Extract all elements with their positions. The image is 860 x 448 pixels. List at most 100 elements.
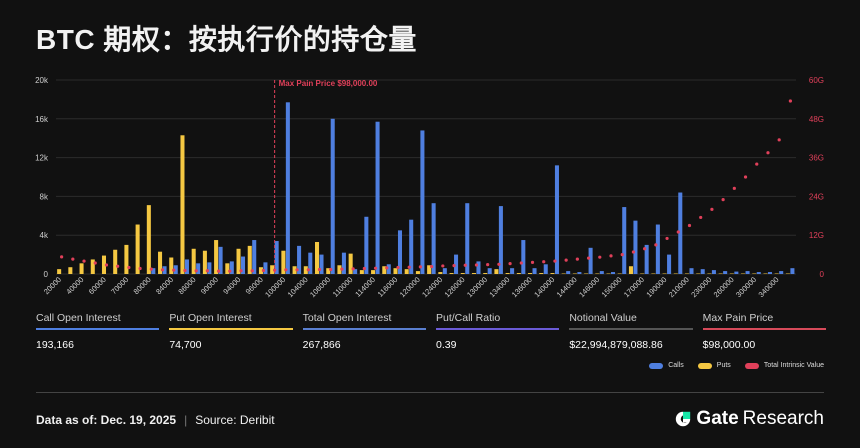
stat-label: Call Open Interest [36,312,160,330]
y-left-tick-label: 0 [44,270,49,279]
intrinsic-value-point [687,223,692,228]
x-tick-label: 100000 [263,275,287,299]
put-bar [483,273,488,274]
call-bar [465,203,470,274]
open-interest-chart: 0 0 4k 12G 8k 24G 12k 36G 16k 48G 20k 60G Max Pain P… [35,76,825,299]
call-bar [285,102,290,274]
stats-row: Call Open Interest 193,166 Put Open Inte… [36,312,826,351]
x-tick-label: 230000 [689,275,713,299]
put-bar [415,271,420,274]
x-tick-label: 114000 [353,275,377,299]
brand-logo: Gate Research [674,408,824,430]
call-bar [274,241,279,274]
call-bar [308,252,313,274]
y-right-tick-label: 0 [820,270,825,279]
intrinsic-swatch [744,362,759,369]
call-bar [252,240,257,274]
put-bar [270,265,275,274]
intrinsic-value-point [755,162,759,166]
call-bar [678,192,683,274]
call-bar [521,240,526,274]
x-tick-label: 40000 [64,275,85,296]
call-bar [241,256,246,274]
call-bar [184,259,189,274]
x-tick-label: 150000 [600,275,624,299]
intrinsic-value-point [172,268,176,272]
call-bar [364,216,369,274]
intrinsic-value-point [385,266,389,270]
stat-value: 267,866 [302,339,341,351]
stat-value: 193,166 [36,339,74,351]
intrinsic-value-point [654,243,658,247]
put-bar [371,270,376,274]
put-bar [124,244,129,274]
intrinsic-value-point [777,138,781,142]
call-bar [756,272,761,274]
put-bar [348,253,353,274]
call-bar [510,268,515,274]
call-bar [151,268,156,274]
call-bar [173,265,178,274]
intrinsic-value-point [710,207,714,211]
put-bar [113,249,118,274]
call-bar [655,224,660,274]
intrinsic-value-point [519,261,523,265]
call-bar [779,271,784,274]
intrinsic-value-point [306,268,310,272]
intrinsic-value-point [418,265,422,269]
x-tick-label: 260000 [712,275,736,299]
intrinsic-value-point [643,247,647,251]
intrinsic-value-point [127,265,131,270]
stat-value: $22,994,879,088.86 [569,339,663,351]
stat-label: Total Open Interest [302,312,426,330]
call-bar [196,263,201,274]
intrinsic-value-point [396,265,400,270]
call-bar [543,264,548,274]
call-bar [689,268,694,274]
put-bar [382,266,387,274]
intrinsic-value-point [766,151,770,155]
intrinsic-value-point [228,269,232,273]
intrinsic-value-point [586,256,591,260]
put-bar [393,268,398,274]
call-bar [745,271,750,274]
stat-put-oi: Put Open Interest 74,700 [169,312,293,351]
put-bar [460,273,465,274]
x-tick-label: 170000 [622,275,646,299]
put-bar [315,241,320,274]
put-bar [258,267,263,274]
put-bar [505,273,510,274]
intrinsic-value-point [317,267,322,272]
footer-divider [36,392,824,393]
intrinsic-value-point [441,264,445,268]
put-bar [337,265,342,274]
intrinsic-value-point [699,215,703,220]
y-left-tick-label: 20k [35,76,49,85]
put-bar [214,240,219,274]
puts-swatch [697,362,712,369]
call-bar [229,261,234,274]
put-bar [404,269,409,274]
y-right-tick-label: 24G [809,192,824,201]
y-right-tick-label: 36G [809,154,824,163]
intrinsic-value-point [93,261,97,265]
call-bar [611,272,616,274]
intrinsic-value-point [743,175,748,179]
put-bar [57,269,62,274]
intrinsic-value-point [564,258,568,262]
stat-total-oi: Total Open Interest 267,866 [302,312,426,351]
put-bar [516,273,521,274]
call-bar [723,271,728,274]
call-bar [386,264,391,274]
put-bar [438,272,443,274]
intrinsic-value-point [295,268,299,272]
call-bar [711,270,716,274]
intrinsic-value-point [721,198,725,202]
call-bar [341,252,346,274]
brand-name: Gate [696,408,739,429]
intrinsic-value-point [665,236,669,241]
y-right-tick-label: 48G [809,115,824,124]
call-bar [397,230,403,274]
put-bar [68,267,73,274]
intrinsic-value-point [149,267,153,271]
